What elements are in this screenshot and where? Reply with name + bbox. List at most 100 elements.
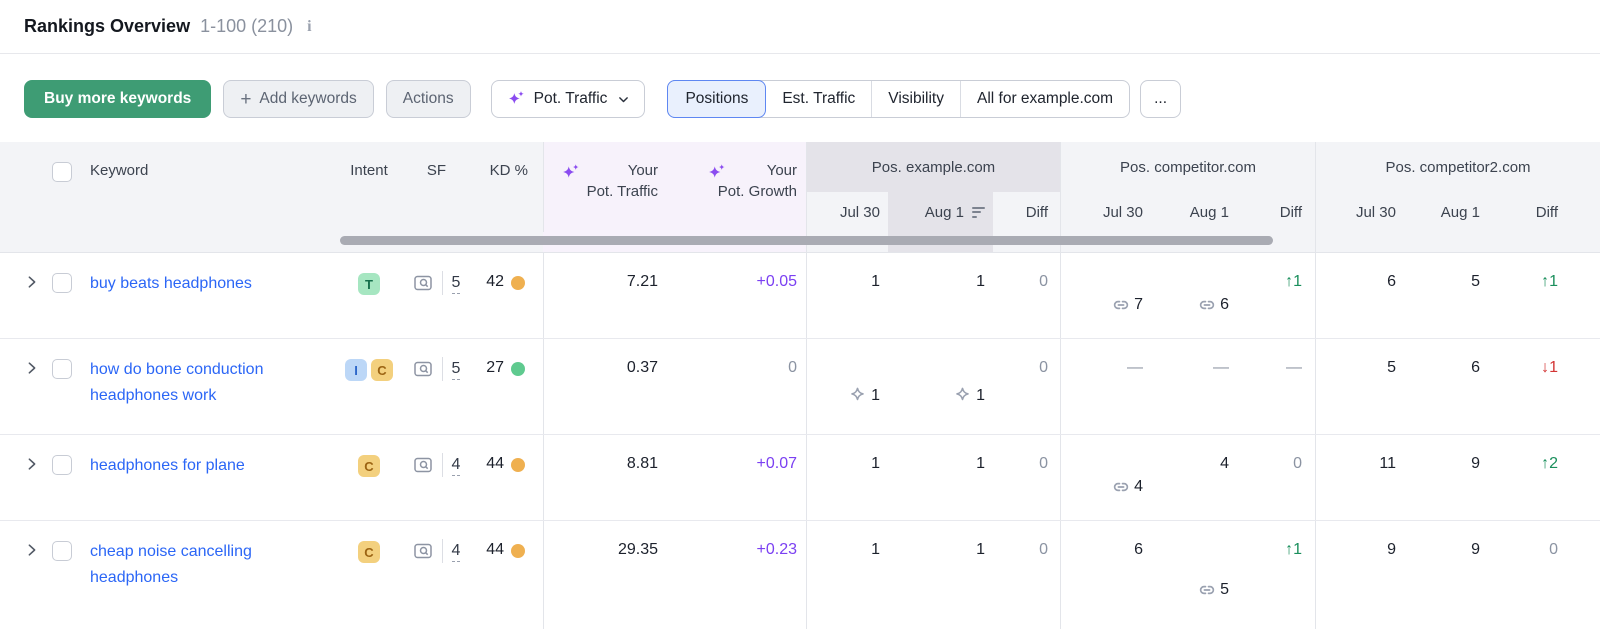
intent-badge-transactional[interactable]: T (358, 273, 380, 295)
example-jul30: 1 (806, 339, 888, 434)
subcol-competitor-jul30[interactable]: Jul 30 (1060, 192, 1150, 232)
competitor2-aug1: 5 (1471, 273, 1480, 290)
example-diff: 0 (1039, 455, 1048, 472)
tab-visibility[interactable]: Visibility (872, 81, 961, 117)
example-jul30: 1 (806, 253, 888, 338)
competitor-aug1: — (1213, 359, 1229, 376)
keyword-link[interactable]: cheap noise cancelling headphones (90, 543, 252, 586)
row-checkbox[interactable] (52, 541, 72, 561)
subcol-example-jul30[interactable]: Jul 30 (806, 192, 888, 232)
kd-value: 44 (486, 541, 504, 558)
metric-dropdown[interactable]: Pot. Traffic (490, 80, 646, 118)
info-icon[interactable]: i (307, 17, 312, 35)
buy-more-keywords-button[interactable]: Buy more keywords (24, 80, 212, 118)
group-header-competitor2: Pos. competitor2.com (1315, 142, 1600, 192)
competitor-jul30: 6 (1060, 521, 1150, 629)
expand-row-chevron-icon[interactable] (0, 253, 52, 338)
col-header-pot-growth[interactable]: Your Pot. Growth (690, 142, 806, 232)
competitor2-aug1: 9 (1471, 455, 1480, 472)
subcol-competitor2-jul30[interactable]: Jul 30 (1315, 192, 1405, 232)
group-header-example: Pos. example.com (806, 142, 1060, 192)
sparkles-icon (560, 162, 581, 183)
link-icon (1112, 296, 1130, 314)
table-row: how do bone conduction headphones work I… (0, 339, 1600, 435)
group-header-competitor: Pos. competitor.com (1060, 142, 1315, 192)
row-checkbox[interactable] (52, 455, 72, 475)
intent-badge-informational[interactable]: I (345, 359, 367, 381)
serp-preview-icon[interactable] (413, 541, 433, 561)
competitor-aug1: 6 (1150, 253, 1237, 338)
subcol-competitor-aug1[interactable]: Aug 1 (1150, 192, 1237, 232)
serp-preview-icon[interactable] (413, 359, 433, 379)
competitor2-diff: ↓1 (1541, 359, 1558, 376)
col-header-keyword[interactable]: Keyword (90, 142, 335, 232)
intent-badge-commercial[interactable]: C (358, 455, 380, 477)
more-tabs-button[interactable]: ... (1140, 80, 1182, 118)
sparkles-icon (706, 162, 727, 183)
example-aug1: 1 (976, 541, 985, 558)
col-header-intent[interactable]: Intent (335, 142, 403, 232)
serp-features-count[interactable]: 4 (451, 455, 461, 476)
serp-features-count[interactable]: 5 (451, 359, 461, 380)
sort-descending-icon (972, 206, 985, 218)
competitor2-diff: ↑1 (1541, 273, 1558, 290)
expand-row-chevron-icon[interactable] (0, 435, 52, 520)
competitor2-jul30: 9 (1315, 521, 1405, 629)
subcol-competitor-diff[interactable]: Diff (1237, 192, 1315, 232)
rankings-table: Keyword Intent SF KD % Your Pot. Traffic… (0, 142, 1600, 629)
competitor-aug1: 4 (1220, 455, 1229, 472)
intent-badge-commercial[interactable]: C (371, 359, 393, 381)
kd-difficulty-dot (511, 276, 525, 290)
horizontal-scrollbar[interactable] (340, 236, 1273, 245)
expand-row-chevron-icon[interactable] (0, 521, 52, 629)
keyword-link[interactable]: buy beats headphones (90, 275, 252, 292)
results-range: 1-100 (210) (200, 16, 294, 36)
pot-growth-value: 0 (788, 359, 797, 376)
competitor-jul30: 7 (1060, 253, 1150, 338)
subcol-competitor2-diff[interactable]: Diff (1490, 192, 1600, 232)
serp-feature-diamond-icon (848, 386, 867, 405)
pot-growth-value: +0.07 (756, 455, 797, 472)
subcol-example-aug1[interactable]: Aug 1 (888, 192, 993, 232)
serp-preview-icon[interactable] (413, 273, 433, 293)
example-jul30: 1 (806, 435, 888, 520)
table-row: buy beats headphones T 5 42 7.21 +0.05 1… (0, 253, 1600, 339)
example-jul30: 1 (806, 521, 888, 629)
subcol-competitor2-aug1[interactable]: Aug 1 (1405, 192, 1490, 232)
intent-badge-commercial[interactable]: C (358, 541, 380, 563)
link-icon (1112, 478, 1130, 496)
competitor-jul30: 4 (1060, 435, 1150, 520)
row-checkbox[interactable] (52, 273, 72, 293)
serp-feature-diamond-icon (953, 386, 972, 405)
col-header-pot-traffic[interactable]: Your Pot. Traffic (543, 142, 690, 232)
row-checkbox[interactable] (52, 359, 72, 379)
example-diff: 0 (1039, 273, 1048, 290)
tab-est-traffic[interactable]: Est. Traffic (766, 81, 873, 117)
competitor2-aug1: 9 (1471, 541, 1480, 558)
tab-positions[interactable]: Positions (667, 80, 767, 118)
serp-preview-icon[interactable] (413, 455, 433, 475)
actions-button[interactable]: Actions (385, 80, 471, 118)
page-header: Rankings Overview 1-100 (210) i (0, 0, 1600, 54)
expand-row-chevron-icon[interactable] (0, 339, 52, 434)
select-all-checkbox[interactable] (52, 162, 72, 182)
pot-traffic-value: 0.37 (543, 339, 690, 434)
table-header: Keyword Intent SF KD % Your Pot. Traffic… (0, 142, 1600, 253)
col-header-kd[interactable]: KD % (470, 142, 543, 232)
kd-value: 44 (486, 455, 504, 472)
example-aug1: 1 (976, 273, 985, 290)
tab-all-for-domain[interactable]: All for example.com (976, 90, 1114, 107)
link-icon (1198, 581, 1216, 599)
example-aug1: 1 (976, 455, 985, 472)
subcol-example-diff[interactable]: Diff (993, 192, 1060, 232)
keyword-link[interactable]: how do bone conduction headphones work (90, 361, 264, 404)
col-header-sf[interactable]: SF (403, 142, 470, 232)
serp-features-count[interactable]: 4 (451, 541, 461, 562)
example-diff: 0 (1039, 541, 1048, 558)
competitor-diff: 0 (1293, 455, 1302, 472)
competitor2-jul30: 6 (1315, 253, 1405, 338)
keyword-link[interactable]: headphones for plane (90, 457, 245, 474)
pot-growth-value: +0.05 (756, 273, 797, 290)
add-keywords-button[interactable]: + Add keywords (223, 80, 374, 118)
serp-features-count[interactable]: 5 (451, 273, 461, 294)
